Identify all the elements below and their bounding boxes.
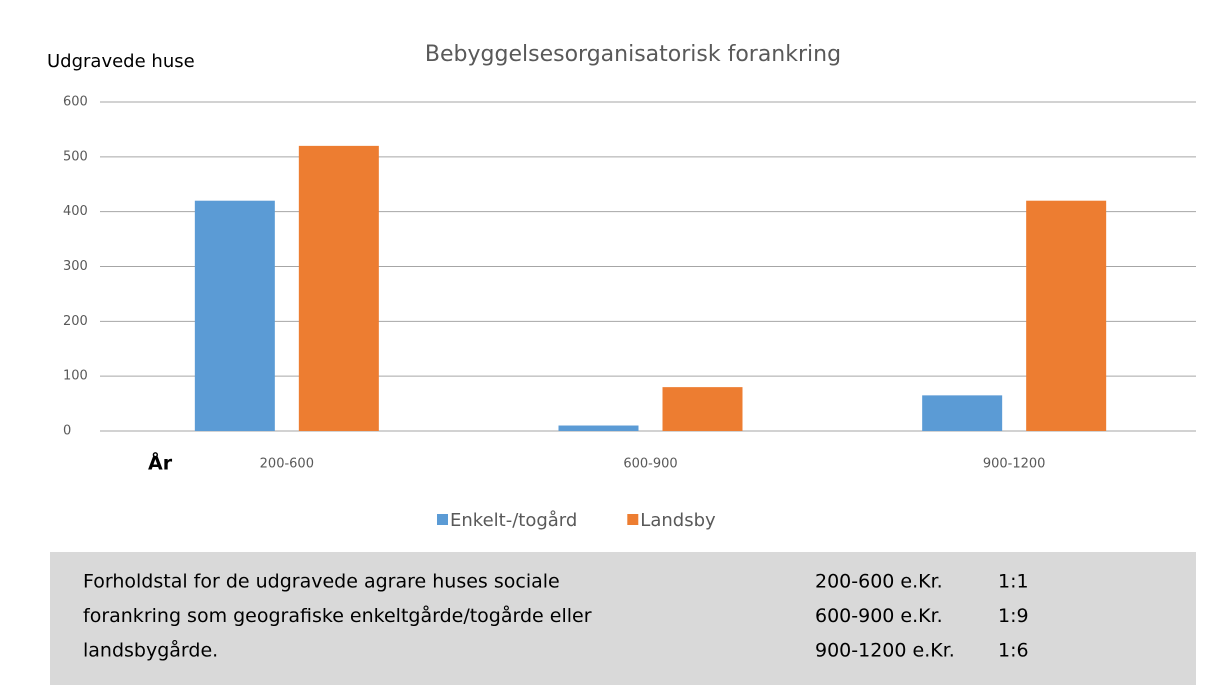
ratio-value: 1:1 (998, 571, 1029, 593)
bar (662, 387, 743, 431)
y-axis-label: Udgravede huse (47, 51, 195, 72)
note-line: landsbygårde. (83, 639, 218, 662)
legend-swatch (437, 514, 448, 525)
ratio-value: 1:6 (998, 640, 1029, 662)
bar (922, 395, 1003, 431)
note-box (50, 552, 1196, 685)
y-tick-label: 500 (63, 149, 88, 164)
ratio-period: 200-600 e.Kr. (815, 571, 943, 593)
y-tick-label: 300 (63, 259, 88, 274)
y-tick-label: 100 (63, 369, 88, 384)
x-axis-label: År (148, 451, 173, 475)
legend-swatch (627, 514, 639, 525)
x-tick-label: 200-600 (260, 457, 314, 472)
ratio-period: 900-1200 e.Kr. (815, 640, 955, 662)
bar (558, 425, 639, 431)
bar (194, 200, 275, 431)
bar (298, 145, 379, 431)
bar (1026, 200, 1107, 431)
x-tick-label: 600-900 (623, 457, 677, 472)
chart-title: Bebyggelsesorganisatorisk forankring (425, 42, 841, 67)
note-line: forankring som geografiske enkeltgårde/t… (83, 604, 592, 627)
ratio-value: 1:9 (998, 605, 1029, 627)
y-tick-label: 200 (63, 314, 88, 329)
y-tick-label: 0 (63, 424, 71, 439)
ratio-period: 600-900 e.Kr. (815, 605, 943, 627)
legend-label: Enkelt-/togård (450, 510, 577, 531)
note-line: Forholdstal for de udgravede agrare huse… (83, 571, 560, 593)
y-tick-label: 600 (63, 95, 88, 110)
x-tick-label: 900-1200 (983, 457, 1046, 472)
legend-label: Landsby (640, 510, 716, 531)
y-tick-label: 400 (63, 204, 88, 219)
